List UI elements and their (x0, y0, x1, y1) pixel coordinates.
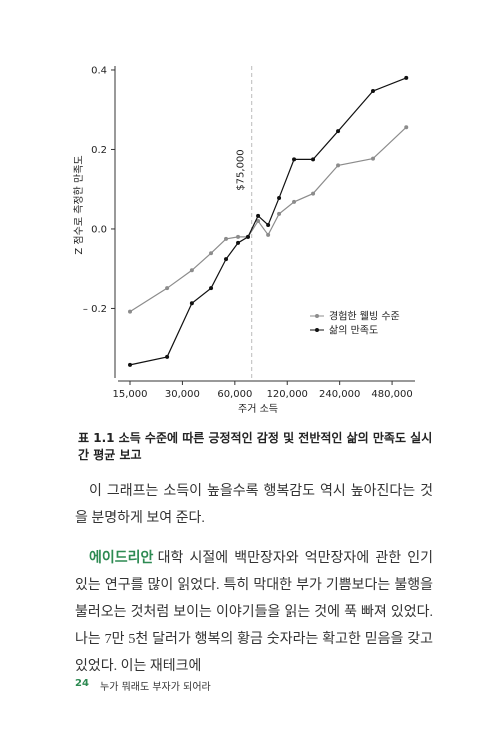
point (128, 309, 133, 314)
legend-marker (315, 328, 319, 332)
point (189, 268, 194, 273)
point (245, 234, 250, 239)
point (236, 234, 241, 239)
legend-label: 경험한 웰빙 수준 (329, 310, 400, 323)
x-tick-label: 15,000 (113, 389, 148, 400)
point (266, 232, 271, 237)
point (292, 157, 297, 162)
point (277, 195, 282, 200)
point (165, 354, 170, 359)
x-axis-label: 주거 소득 (238, 403, 278, 415)
series-line (129, 126, 407, 313)
point (311, 191, 316, 196)
point (292, 199, 297, 204)
x-tick-label: 60,000 (217, 389, 252, 400)
point (256, 219, 261, 224)
y-tick-label: – 0.2 (83, 304, 107, 315)
point (311, 157, 316, 162)
point (336, 129, 341, 134)
point (224, 236, 229, 241)
y-tick-label: 0.0 (91, 224, 107, 235)
point (371, 89, 376, 94)
point (404, 125, 409, 130)
point (189, 301, 194, 306)
paragraph: 에이드리안 대학 시절에 백만장자와 억만장자에 관한 인기 있는 연구를 많이 … (75, 545, 433, 680)
point (224, 257, 229, 262)
point (277, 211, 282, 216)
point (209, 286, 214, 291)
annotation: $75,000 (236, 149, 247, 190)
y-axis-label: Z 점수로 측정한 만족도 (73, 155, 85, 254)
point (165, 286, 170, 291)
paragraph-text: 대학 시절에 백만장자와 억만장자에 관한 인기 있는 연구를 많이 읽었다. … (75, 551, 433, 674)
point (404, 75, 409, 80)
x-tick-label: 240,000 (319, 389, 360, 400)
point (266, 222, 271, 227)
page-number: 24 (75, 678, 89, 689)
legend-marker (315, 314, 319, 318)
x-tick-label: 30,000 (165, 389, 200, 400)
x-tick-label: 120,000 (267, 389, 308, 400)
point (371, 156, 376, 161)
point (128, 362, 133, 367)
caption: 표 1.1 소득 수준에 따른 긍정적인 감정 및 전반적인 삶의 만족도 실시… (78, 431, 433, 462)
y-tick-label: 0.2 (91, 145, 107, 156)
point (209, 251, 214, 256)
paragraph: 이 그래프는 소득이 높을수록 행복감도 역시 높아진다는 것을 분명하게 보여… (75, 484, 433, 526)
running-title: 누가 뭐래도 부자가 되어라 (100, 682, 211, 693)
highlight: 에이드리안 (89, 550, 154, 566)
y-tick-label: 0.4 (91, 65, 107, 76)
legend-label: 삶의 만족도 (329, 325, 378, 337)
x-tick-label: 480,000 (371, 389, 412, 400)
chart: Z 점수로 측정한 만족도 주거 소득 – 0.2 0.0 0.2 0.4 15,000… (73, 65, 415, 415)
point (256, 213, 261, 218)
point (336, 163, 341, 168)
point (236, 240, 241, 245)
